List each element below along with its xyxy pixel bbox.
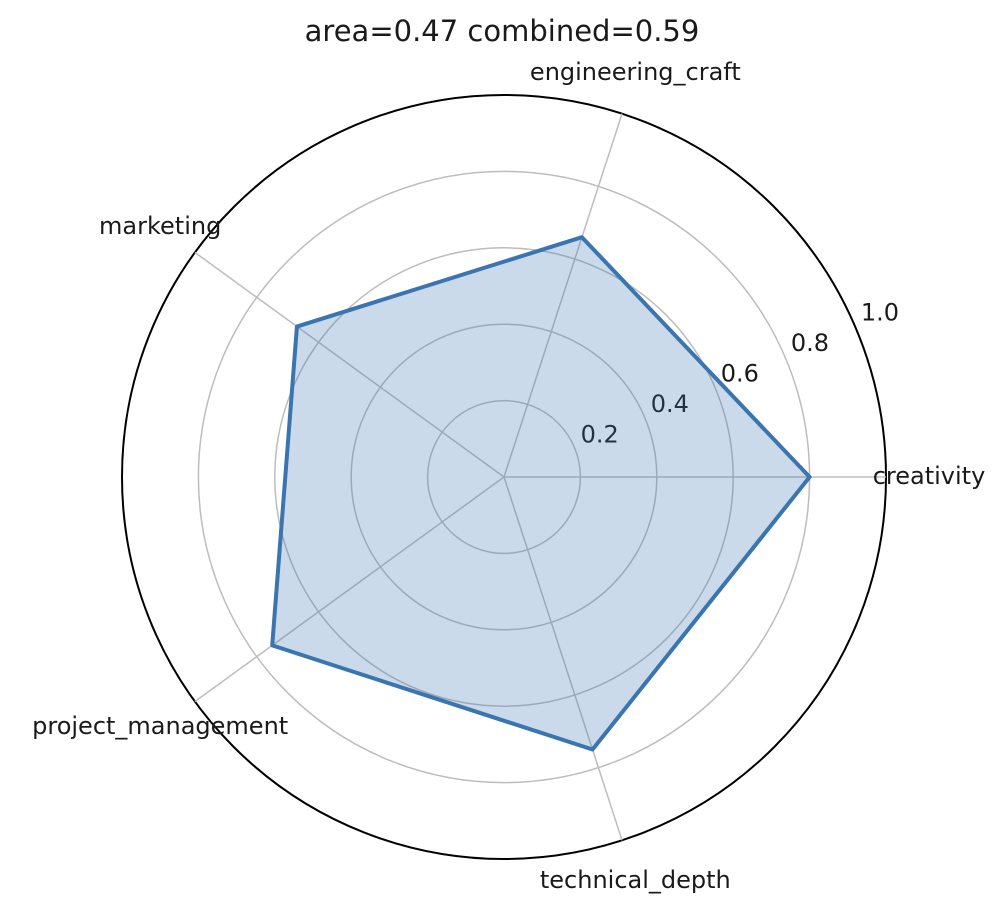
spoke [503, 113, 623, 478]
category-label: project_management [32, 712, 288, 740]
category-label: engineering_craft [530, 58, 741, 86]
r-tick-label: 0.8 [791, 329, 829, 357]
chart-title: area=0.47 combined=0.59 [305, 14, 700, 48]
spoke [503, 476, 623, 841]
spoke [194, 476, 505, 703]
r-tick-label: 0.4 [651, 390, 689, 418]
category-label: marketing [99, 212, 221, 240]
category-label: technical_depth [540, 866, 731, 894]
radar-area [270, 235, 812, 752]
r-tick-label: 1.0 [861, 299, 899, 327]
r-tick-label: 0.6 [721, 359, 759, 387]
category-label: creativity [873, 462, 986, 490]
spoke [194, 251, 505, 478]
r-tick-label: 0.2 [581, 420, 619, 448]
